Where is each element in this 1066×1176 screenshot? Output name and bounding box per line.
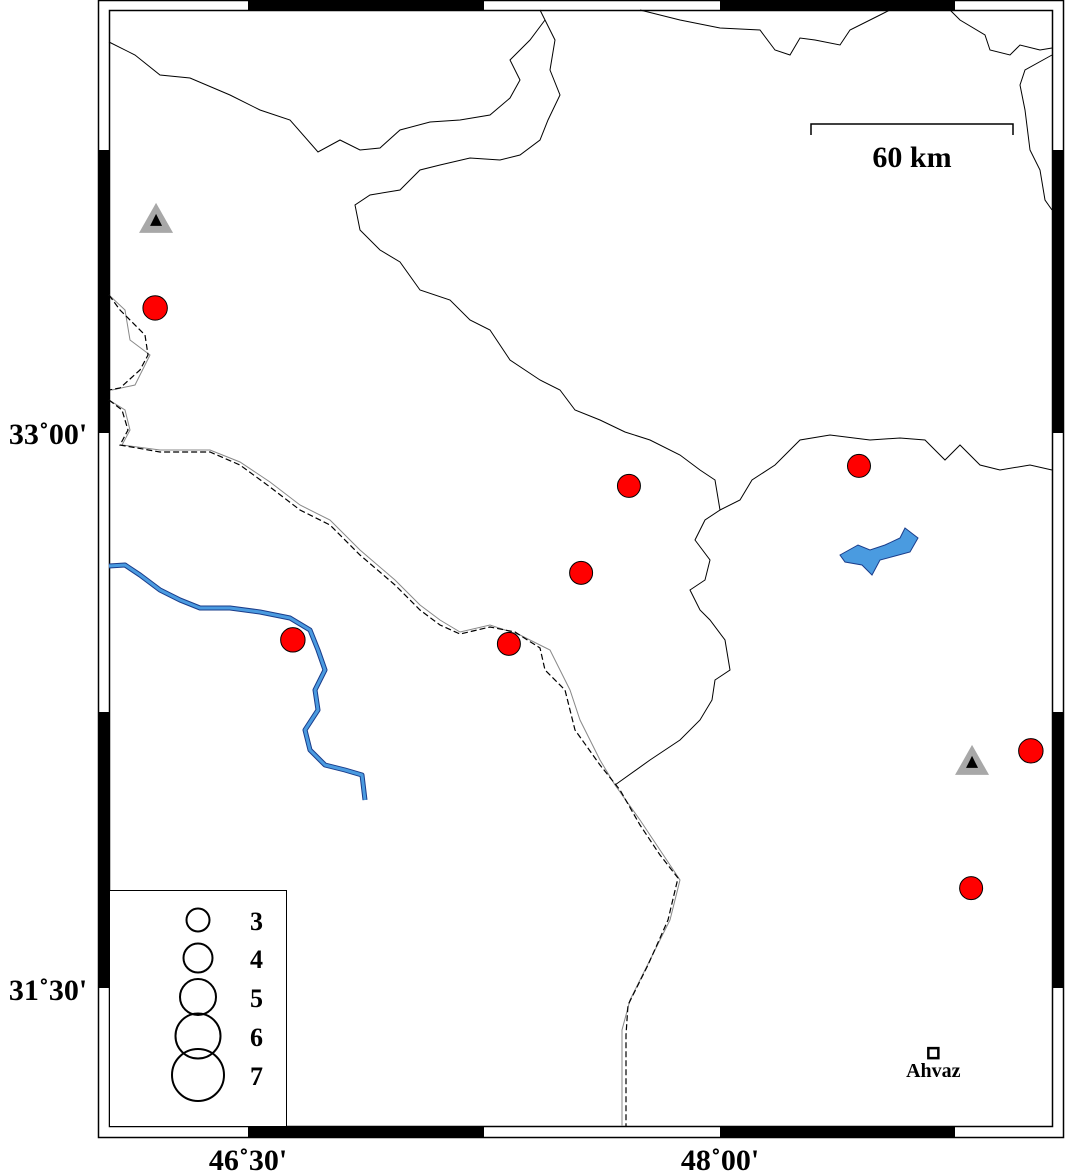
- international-border: [108, 294, 681, 1126]
- lat-label-33-00: 33˚00': [9, 418, 87, 451]
- lake: [839, 527, 919, 576]
- seismic-stations: [139, 202, 990, 775]
- earthquake-event: [616, 473, 641, 498]
- axis-labels: 33˚00' 31˚30' 46˚30' 48˚00': [9, 418, 759, 1176]
- water-bodies: [108, 527, 919, 801]
- earthquake-event: [959, 876, 984, 901]
- legend-circle: [185, 907, 211, 933]
- station-triangle-icon: [139, 202, 174, 233]
- lat-label-31-30: 31˚30': [9, 974, 87, 1007]
- earthquake-event: [1018, 738, 1044, 764]
- legend-circle: [182, 942, 214, 974]
- earthquake-event: [569, 560, 594, 585]
- legend-circle: [179, 978, 217, 1016]
- city-label: Ahvaz: [906, 1060, 961, 1082]
- legend-magnitude-label: 5: [250, 984, 263, 1013]
- earthquake-event: [846, 453, 871, 478]
- earthquake-event: [496, 631, 521, 656]
- legend-magnitude-label: 7: [250, 1062, 263, 1091]
- scale-bar-label: 60 km: [872, 141, 951, 174]
- scale-bar: 60 km: [810, 123, 1014, 174]
- lon-label-46-30: 46˚30': [209, 1144, 287, 1176]
- magnitude-legend: 3 4 5 6 7: [109, 890, 287, 1127]
- legend-circle: [171, 1048, 225, 1102]
- earthquake-event: [142, 295, 168, 321]
- lon-label-48-00: 48˚00': [681, 1144, 759, 1176]
- legend-magnitude-label: 4: [250, 945, 263, 974]
- earthquake-event: [280, 627, 306, 653]
- city-marker-icon: [927, 1046, 940, 1060]
- legend-magnitude-label: 6: [250, 1023, 263, 1052]
- earthquake-events: [142, 295, 1044, 901]
- cities: Ahvaz: [906, 1046, 961, 1082]
- legend-circle: [174, 1012, 222, 1060]
- station-triangle-icon: [955, 744, 990, 775]
- map-frame: [97, 0, 1065, 1139]
- admin-boundaries: [108, 9, 1053, 786]
- legend-magnitude-label: 3: [250, 907, 263, 936]
